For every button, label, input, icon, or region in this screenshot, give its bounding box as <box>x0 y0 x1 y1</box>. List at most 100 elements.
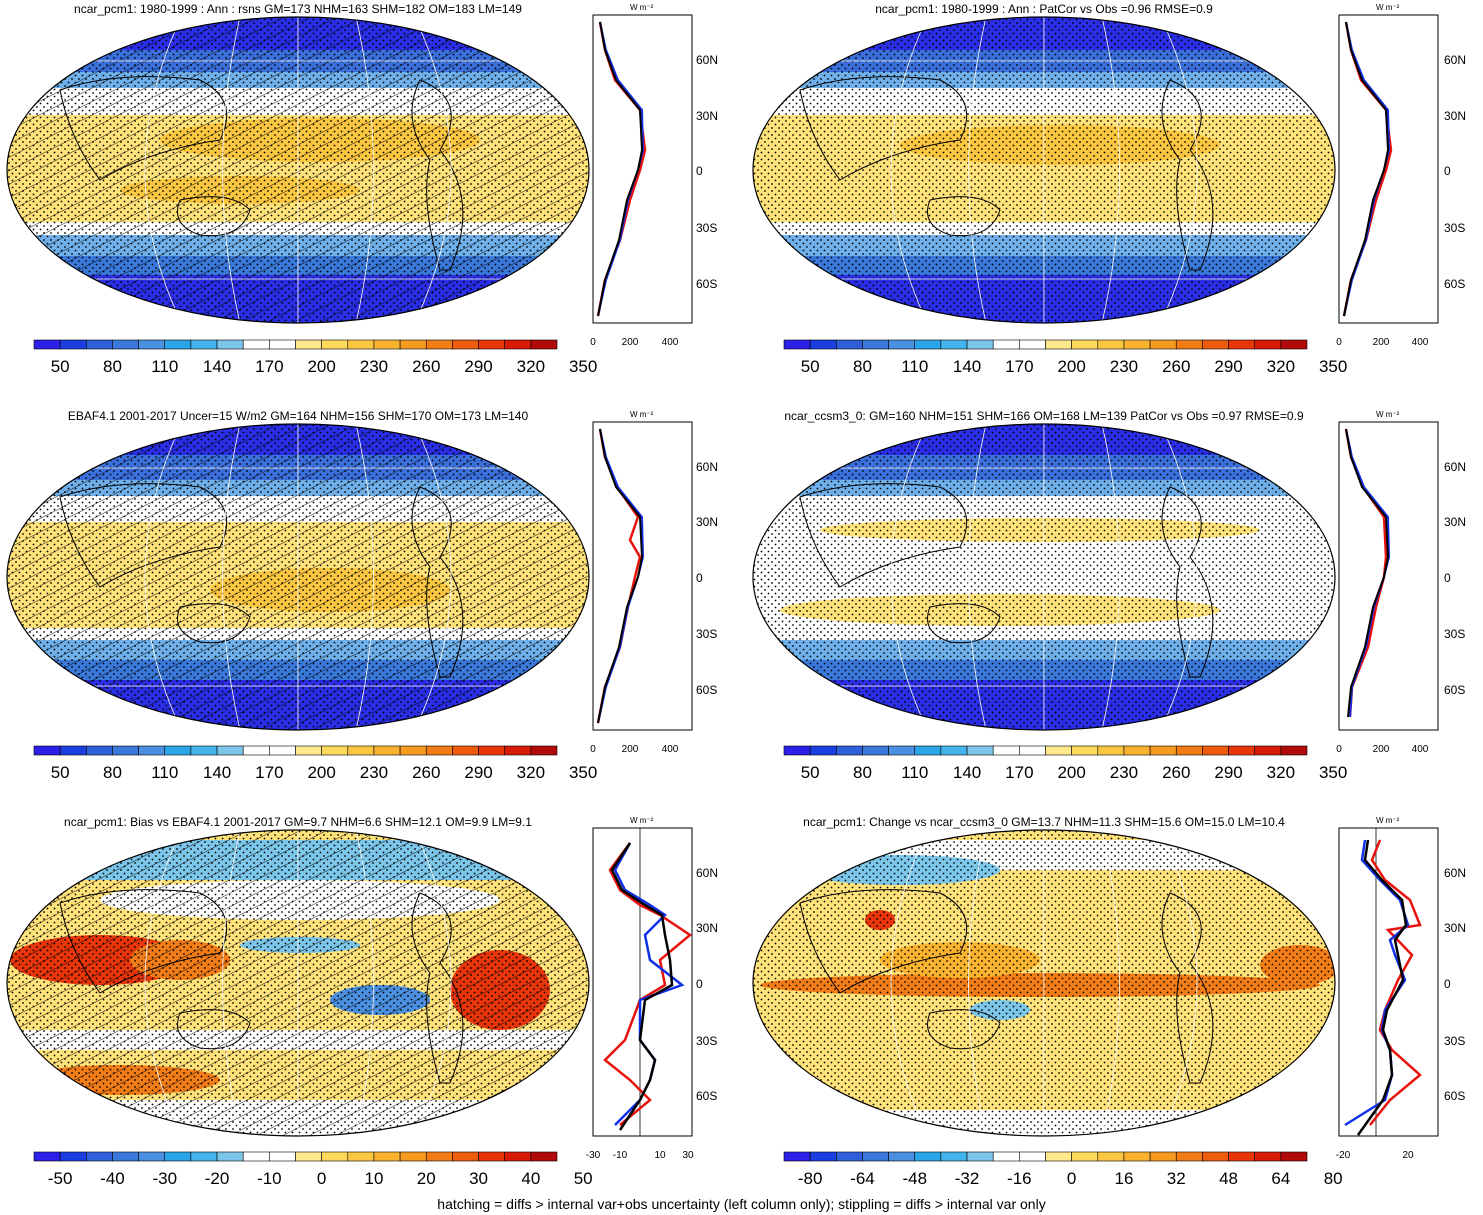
colorbar-label: 110 <box>151 357 178 376</box>
zonal-profile: W m⁻² 0 200 400 60N 30N 0 30S 60S <box>590 410 718 755</box>
colorbar-label: 290 <box>464 763 492 782</box>
lat-label: 30N <box>696 921 718 935</box>
colorbar-swatch <box>373 745 401 756</box>
colorbar-label: 140 <box>953 763 981 782</box>
profile-tick: 30 <box>682 1150 694 1161</box>
colorbar-swatch <box>1123 1151 1151 1162</box>
profile-tick: 400 <box>662 744 679 755</box>
colorbar-swatch <box>862 339 889 350</box>
panel-title: ncar_pcm1: Bias vs EBAF4.1 2001-2017 GM=… <box>64 815 532 829</box>
colorbar-swatch <box>966 339 994 350</box>
colorbar-swatch <box>862 1151 889 1162</box>
colorbar-swatch <box>478 745 505 756</box>
panel-title: ncar_pcm1: 1980-1999 : Ann : PatCor vs O… <box>875 2 1213 16</box>
colorbar-swatch <box>373 339 401 350</box>
lat-label: 30S <box>696 627 717 641</box>
colorbar-swatch <box>1019 339 1046 350</box>
colorbar-label: 140 <box>203 357 231 376</box>
world-map <box>752 423 1336 731</box>
colorbar-swatch <box>809 339 837 350</box>
colorbar-swatch <box>1045 339 1072 350</box>
colorbar-swatch <box>242 339 270 350</box>
colorbar-label: -48 <box>902 1169 927 1188</box>
colorbar-label: 10 <box>364 1169 383 1188</box>
colorbar-swatch <box>347 745 375 756</box>
colorbar-label: 80 <box>103 763 122 782</box>
colorbar-swatch <box>59 745 87 756</box>
colorbar-swatch <box>33 339 61 350</box>
colorbar-swatch <box>1149 339 1177 350</box>
colorbar-swatch <box>1228 339 1256 350</box>
lat-label: 30N <box>696 109 718 123</box>
colorbar-swatch <box>1254 745 1282 756</box>
colorbar-swatch <box>1097 745 1125 756</box>
colorbar-swatch <box>112 745 139 756</box>
profile-tick: 200 <box>1373 337 1390 348</box>
colorbar-label: 40 <box>521 1169 540 1188</box>
colorbar-swatch <box>452 339 479 350</box>
colorbar-swatch <box>809 1151 837 1162</box>
profile-tick: 10 <box>654 1150 666 1161</box>
colorbar-label: 290 <box>1214 357 1242 376</box>
colorbar-swatch <box>321 745 349 756</box>
panel-top-left: ncar_pcm1: 1980-1999 : Ann : rsns GM=173… <box>6 2 718 376</box>
colorbar-swatch <box>164 1151 192 1162</box>
colorbar-swatch <box>835 745 863 756</box>
colorbar: 50 80 110 140 170 200 230 260 290 320 350 <box>33 745 597 782</box>
colorbar-swatch <box>1045 745 1072 756</box>
lat-label: 30N <box>1444 109 1466 123</box>
colorbar-swatch <box>1071 1151 1099 1162</box>
colorbar-swatch <box>295 339 322 350</box>
colorbar-label: 110 <box>901 763 928 782</box>
colorbar-swatch <box>914 1151 942 1162</box>
colorbar-swatch <box>1175 339 1203 350</box>
colorbar-label: 50 <box>801 357 820 376</box>
colorbar-swatch <box>783 745 811 756</box>
colorbar-label: 80 <box>1324 1169 1343 1188</box>
lat-label: 0 <box>1444 164 1451 178</box>
colorbar-swatch <box>888 339 916 350</box>
zonal-profile: W m⁻² -30 -10 10 30 60N 30N 0 30S 60S <box>586 816 718 1161</box>
colorbar-swatch <box>138 339 166 350</box>
colorbar-swatch <box>1280 339 1308 350</box>
colorbar-label: 350 <box>569 763 597 782</box>
colorbar-label: 140 <box>953 357 981 376</box>
colorbar-swatch <box>59 339 87 350</box>
panel-bottom-left: ncar_pcm1: Bias vs EBAF4.1 2001-2017 GM=… <box>6 815 718 1188</box>
lat-label: 0 <box>1444 977 1451 991</box>
profile-tick: 0 <box>590 744 596 755</box>
lat-label: 60N <box>1444 460 1466 474</box>
profile-tick: 400 <box>1412 744 1429 755</box>
colorbar-label: 350 <box>1319 357 1347 376</box>
profile-unit: W m⁻² <box>630 410 654 419</box>
colorbar-swatch <box>914 339 942 350</box>
colorbar-label: 80 <box>853 357 872 376</box>
colorbar-swatch <box>1123 745 1151 756</box>
colorbar-swatch <box>835 1151 863 1162</box>
colorbar-label: 200 <box>307 763 335 782</box>
colorbar-label: 110 <box>151 763 178 782</box>
colorbar: -80 -64 -48 -32 -16 0 16 32 48 64 80 <box>783 1151 1343 1188</box>
colorbar-swatch <box>1175 745 1203 756</box>
colorbar-swatch <box>888 1151 916 1162</box>
colorbar-swatch <box>321 1151 349 1162</box>
colorbar: 50 80 110 140 170 200 230 260 290 320 350 <box>783 745 1347 782</box>
colorbar-swatch <box>59 1151 87 1162</box>
world-map <box>6 829 590 1137</box>
profile-tick: -20 <box>1336 1150 1351 1161</box>
colorbar-label: 260 <box>412 357 440 376</box>
colorbar: -50 -40 -30 -20 -10 0 10 20 30 40 50 <box>33 1151 593 1188</box>
panel-top-right: ncar_pcm1: 1980-1999 : Ann : PatCor vs O… <box>752 2 1466 376</box>
colorbar-swatch <box>783 339 811 350</box>
colorbar-swatch <box>992 745 1020 756</box>
lat-label: 30S <box>1444 221 1465 235</box>
profile-tick: -30 <box>586 1150 601 1161</box>
colorbar-label: 48 <box>1219 1169 1238 1188</box>
colorbar-label: 170 <box>1005 763 1033 782</box>
panel-middle-right: ncar_ccsm3_0: GM=160 NHM=151 SHM=166 OM=… <box>752 409 1466 782</box>
colorbar-swatch <box>966 745 994 756</box>
colorbar-label: 64 <box>1271 1169 1290 1188</box>
lat-label: 60S <box>1444 683 1465 697</box>
colorbar-label: 230 <box>1110 763 1138 782</box>
